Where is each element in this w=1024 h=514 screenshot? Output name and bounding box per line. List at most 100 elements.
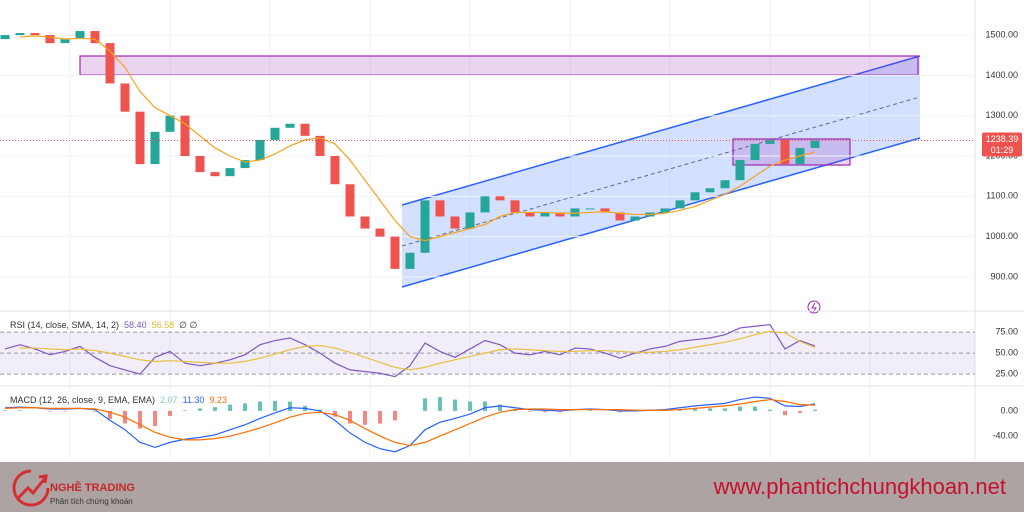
indicator-extra: ∅ ∅	[179, 320, 197, 330]
candle	[690, 192, 700, 201]
candle	[165, 115, 175, 132]
candle	[285, 123, 295, 128]
candle	[720, 180, 730, 189]
histogram-bar	[453, 399, 457, 411]
histogram-bar	[333, 410, 337, 417]
candle	[90, 31, 100, 44]
candle	[810, 140, 820, 148]
candle	[420, 200, 430, 253]
candle	[660, 208, 670, 213]
candle	[765, 139, 775, 144]
histogram-bar	[93, 410, 97, 412]
histogram-bar	[483, 401, 487, 411]
histogram-bar	[273, 400, 277, 411]
histogram-bar	[423, 398, 427, 411]
candle	[270, 127, 280, 140]
histogram-bar	[528, 410, 532, 412]
candle	[780, 139, 790, 165]
histogram-bar	[3, 410, 7, 411]
candle	[120, 83, 130, 112]
tagline: Phân tích chứng khoán	[50, 497, 133, 506]
candle	[105, 43, 115, 84]
candle	[555, 212, 565, 217]
histogram-bar	[228, 404, 232, 411]
histogram-bar	[738, 406, 742, 411]
candle	[60, 39, 70, 44]
candle	[255, 139, 265, 161]
histogram-bar	[618, 410, 622, 413]
chart: 900.001000.001100.001200.001300.001400.0…	[0, 0, 1024, 460]
indicator-line	[4, 323, 816, 378]
candle	[750, 143, 760, 161]
indicator-title: MACD (12, 26, close, 9, EMA, EMA)	[10, 395, 155, 405]
candle	[300, 123, 310, 136]
candle	[435, 200, 445, 217]
candle	[465, 212, 475, 229]
candle	[615, 212, 625, 221]
candle	[180, 115, 190, 157]
histogram-bar	[753, 406, 757, 411]
histogram-bar	[588, 410, 592, 411]
alert-icon[interactable]	[807, 300, 821, 314]
histogram-bar	[288, 401, 292, 411]
histogram-bar	[468, 401, 472, 411]
candle	[495, 196, 505, 201]
candle	[510, 200, 520, 213]
histogram-bar	[498, 404, 502, 411]
candle	[450, 216, 460, 229]
candle	[480, 196, 490, 213]
histogram-bar	[348, 410, 352, 424]
histogram-bar	[543, 410, 547, 413]
candle	[375, 228, 385, 237]
y-tick-label: 25.00	[995, 368, 1018, 378]
indicator-title: RSI (14, close, SMA, 14, 2)	[10, 320, 119, 330]
histogram-bar	[318, 409, 322, 411]
y-tick-label: 50.00	[995, 347, 1018, 357]
indicator-readout: 2.07	[160, 395, 178, 405]
resistance-zone	[79, 55, 919, 76]
candle	[45, 35, 55, 44]
vertical-grid	[69, 0, 871, 460]
candle	[0, 35, 10, 40]
candle	[600, 208, 610, 213]
candle	[675, 200, 685, 209]
y-tick-label: 1500.00	[985, 29, 1018, 39]
candle	[585, 208, 595, 210]
histogram-bar	[693, 408, 697, 411]
last-price-label: 1238.39	[986, 134, 1019, 144]
candle	[405, 252, 415, 269]
histogram-bar	[258, 401, 262, 411]
y-tick-label: 0.00	[1000, 405, 1018, 415]
indicator-header: MACD (12, 26, close, 9, EMA, EMA) 2.07 11.…	[10, 395, 227, 405]
indicator-readout: 56.58	[152, 320, 175, 330]
candle	[390, 236, 400, 269]
histogram-bar	[378, 410, 382, 424]
channel-upper	[401, 55, 921, 206]
candle	[240, 160, 250, 169]
indicator-readout: 9.23	[209, 395, 227, 405]
candle	[195, 156, 205, 173]
histogram-bar	[798, 410, 802, 413]
histogram-bar	[558, 410, 562, 413]
candle	[225, 168, 235, 177]
indicator-line	[20, 330, 816, 371]
candle	[525, 212, 535, 217]
sma-line	[19, 35, 816, 242]
histogram-bar	[48, 410, 52, 412]
histogram-bar	[18, 410, 22, 411]
candle	[345, 184, 355, 217]
indicator-readout: 11.30	[183, 395, 205, 405]
histogram-bar	[153, 410, 157, 427]
candle	[735, 160, 745, 181]
histogram-bar	[108, 410, 112, 420]
countdown: 01:29	[991, 145, 1014, 155]
histogram-bar	[198, 408, 202, 411]
histogram-bar	[183, 410, 187, 411]
website[interactable]: www.phantichchungkhoan.net	[713, 474, 1006, 499]
candle	[315, 135, 325, 157]
channel-mid	[401, 96, 921, 247]
brand: NGHỀ TRADING	[50, 482, 135, 494]
histogram-bar	[723, 408, 727, 411]
candle	[15, 33, 25, 36]
